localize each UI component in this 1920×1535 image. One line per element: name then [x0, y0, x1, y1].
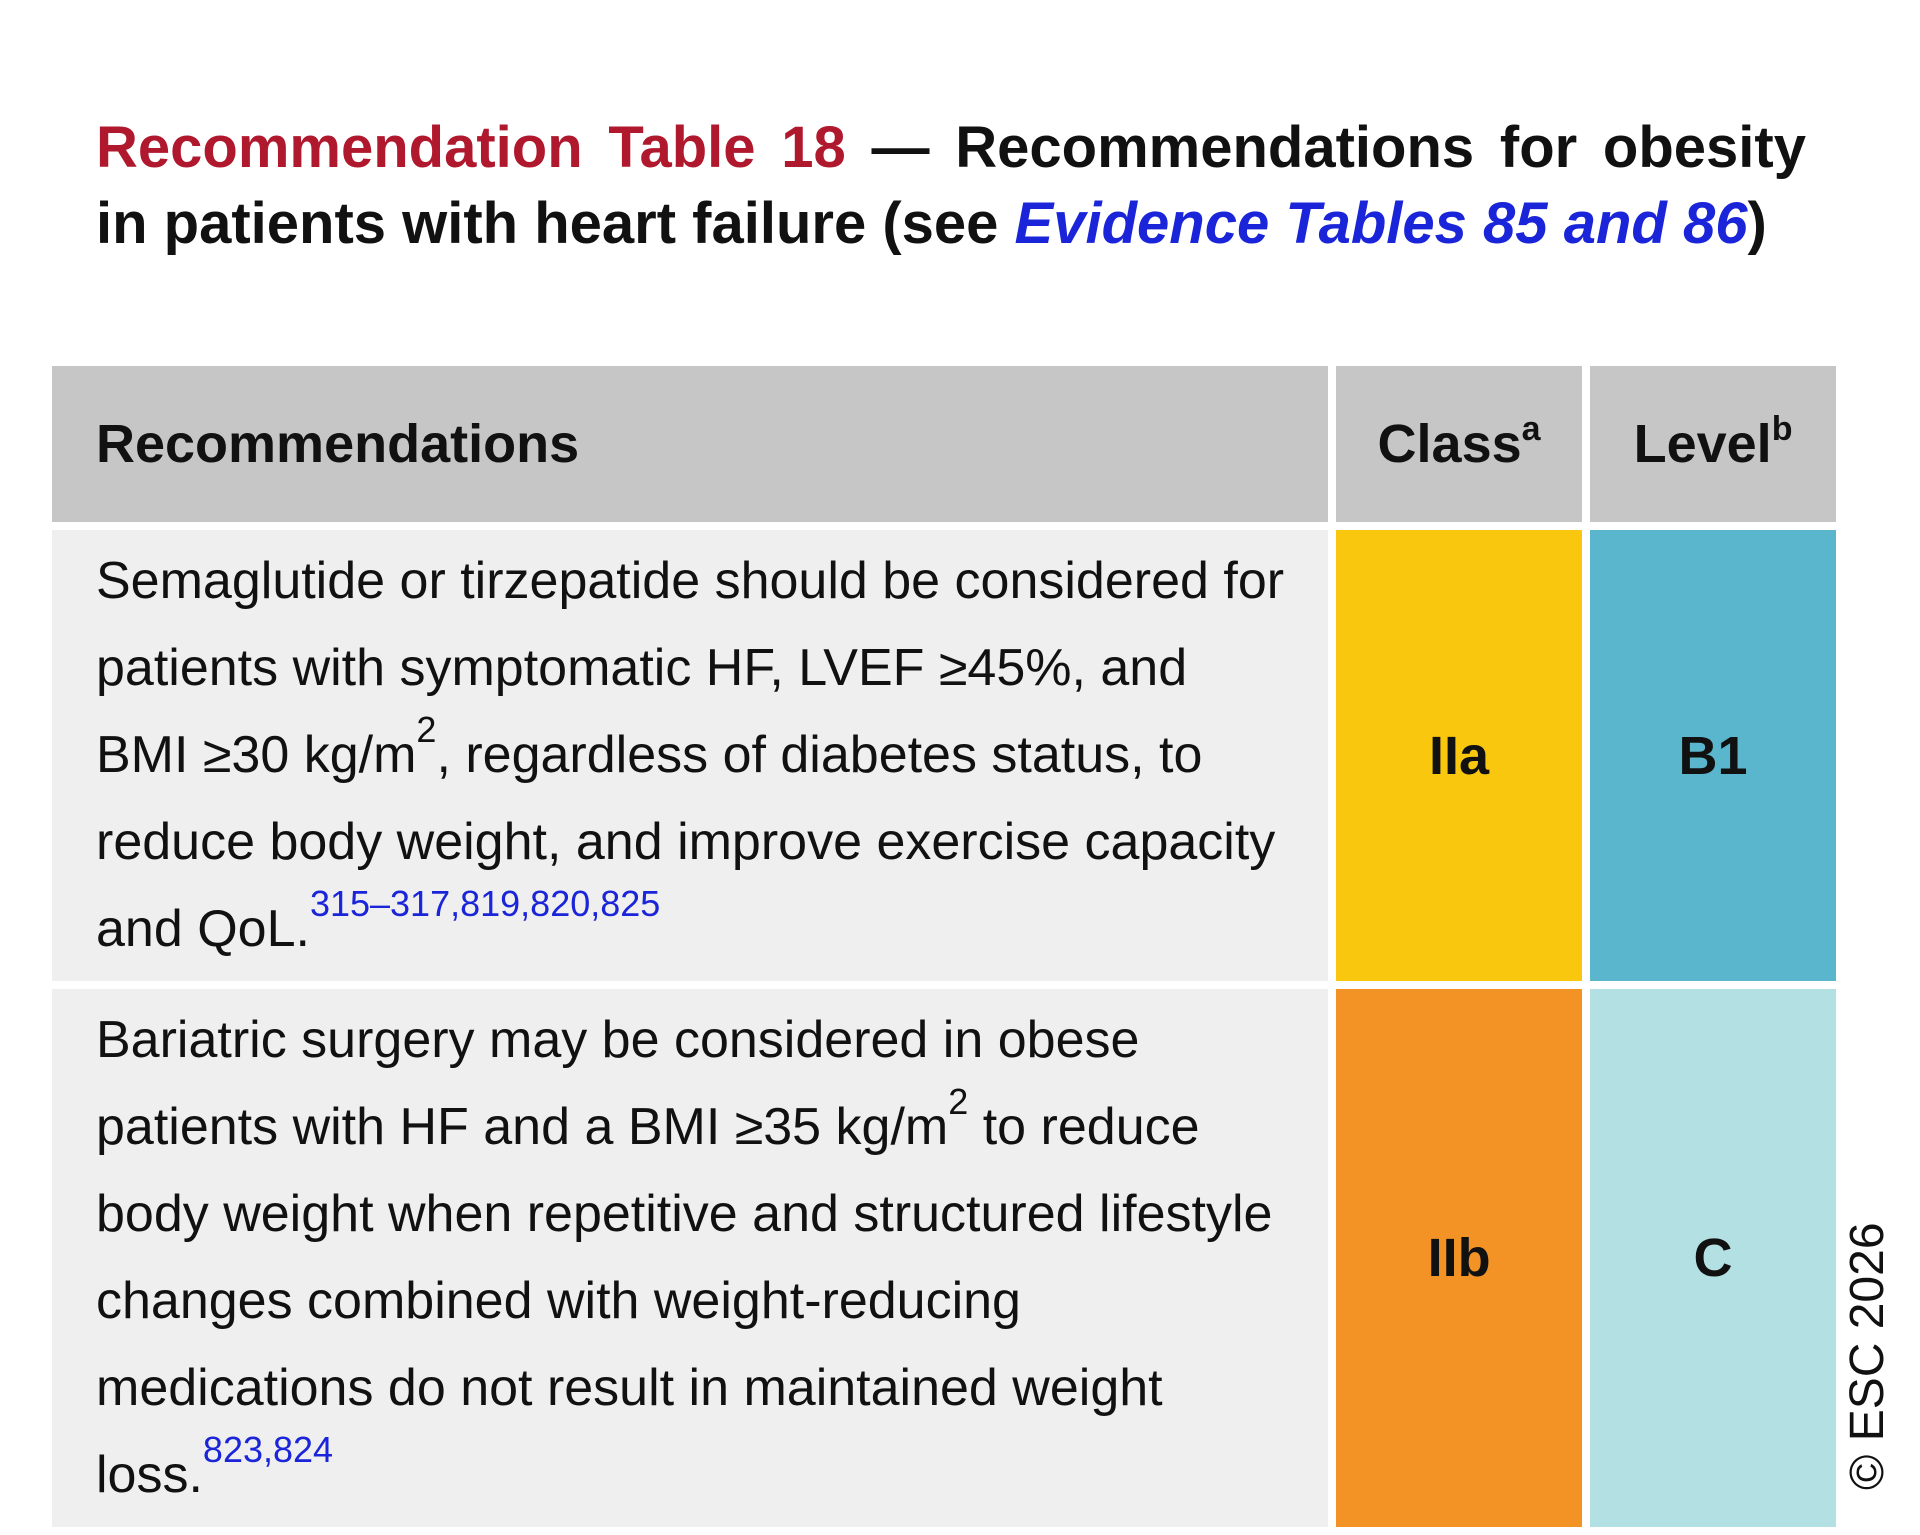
- title-close: ): [1747, 191, 1767, 256]
- table-row: Bariatric surgery may be considered in o…: [52, 989, 1836, 1527]
- copyright-notice: © ESC 2026: [1841, 1222, 1894, 1490]
- recommendation-text: Bariatric surgery may be considered in o…: [52, 989, 1329, 1527]
- title-text: Recommendations for obesity in patients …: [96, 115, 1806, 256]
- evidence-tables-link-and[interactable]: and: [1563, 191, 1683, 256]
- class-badge: IIb: [1336, 989, 1583, 1527]
- class-badge: IIa: [1336, 530, 1583, 981]
- reference-citation[interactable]: 315–317,819,820,825: [309, 883, 661, 924]
- evidence-tables-link[interactable]: Evidence Tables 85: [1014, 191, 1548, 256]
- header-level-footnote: b: [1771, 410, 1793, 448]
- reference-citation[interactable]: 823,824: [202, 1429, 334, 1470]
- recommendation-text: Semaglutide or tirzepatide should be con…: [52, 530, 1329, 981]
- level-badge: C: [1590, 989, 1836, 1527]
- table-title: Recommendation Table 18 — Recommendation…: [96, 110, 1806, 262]
- header-class: Classa: [1336, 366, 1583, 522]
- header-level: Levelb: [1590, 366, 1836, 522]
- level-badge: B1: [1590, 530, 1836, 981]
- title-dash: —: [845, 115, 956, 180]
- header-recommendations: Recommendations: [52, 366, 1329, 522]
- header-row: Recommendations Classa Levelb: [52, 366, 1836, 522]
- evidence-tables-link-number[interactable]: 86: [1682, 191, 1748, 256]
- recommendation-table: Recommendations Classa Levelb Semaglutid…: [44, 358, 1844, 1535]
- header-class-footnote: a: [1521, 410, 1541, 448]
- title-label: Recommendation Table 18: [96, 115, 846, 180]
- table-row: Semaglutide or tirzepatide should be con…: [52, 530, 1836, 981]
